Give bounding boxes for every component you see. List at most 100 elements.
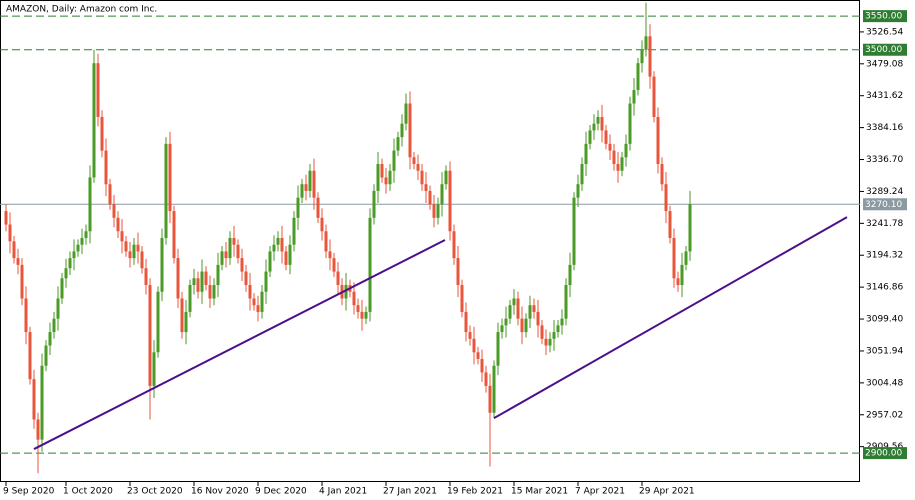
candle-body xyxy=(336,271,340,286)
y-tick-label: 3099.40 xyxy=(866,315,903,325)
y-tick-label: 3479.08 xyxy=(866,59,903,69)
candle-body xyxy=(488,385,492,413)
candle-body xyxy=(436,204,440,218)
y-tick-label: 3051.94 xyxy=(866,346,903,356)
candle-body xyxy=(48,332,52,346)
candle-body xyxy=(20,264,24,299)
x-tick-label: 19 Feb 2021 xyxy=(447,487,503,497)
candle-body xyxy=(396,137,400,151)
candle-body xyxy=(256,305,260,312)
candle-body xyxy=(188,285,192,312)
candle-body xyxy=(12,241,16,259)
candle-body xyxy=(652,76,656,117)
candle-body xyxy=(536,311,540,326)
candle-body xyxy=(680,264,684,286)
candle-body xyxy=(212,285,216,299)
candle-body xyxy=(100,116,104,151)
candle-body xyxy=(16,258,20,265)
candle-body xyxy=(328,251,332,259)
candle-body xyxy=(524,318,528,333)
candle-body xyxy=(92,63,96,178)
y-tick-label: 2957.02 xyxy=(866,410,903,420)
candle-body xyxy=(504,318,508,326)
candle-body xyxy=(588,130,592,144)
candle-body xyxy=(548,338,552,346)
candle-body xyxy=(304,184,308,191)
x-tick-label: 9 Sep 2020 xyxy=(3,487,55,497)
candle-body xyxy=(412,157,416,165)
candle-body xyxy=(676,278,680,286)
candle-body xyxy=(292,217,296,245)
candle-body xyxy=(224,251,228,259)
y-tick-label: 3004.48 xyxy=(866,378,903,388)
x-tick-label: 9 Dec 2020 xyxy=(255,487,307,497)
candle-body xyxy=(128,251,132,259)
candle-body xyxy=(424,184,428,191)
candle-body xyxy=(456,258,460,286)
candle-body xyxy=(532,305,536,312)
candle-body xyxy=(560,318,564,326)
candle-body xyxy=(604,130,608,144)
candle-body xyxy=(76,244,80,252)
candle-body xyxy=(600,116,604,131)
candle-body xyxy=(228,237,232,259)
candle-body xyxy=(152,352,156,386)
candle-body xyxy=(96,63,100,117)
candle-body xyxy=(60,278,64,299)
candle-body xyxy=(636,63,640,91)
candle-body xyxy=(196,278,200,292)
candle-body xyxy=(448,170,452,232)
candle-body xyxy=(644,36,648,50)
candle-body xyxy=(528,305,532,319)
candle-body xyxy=(572,197,576,265)
x-tick-label: 4 Jan 2021 xyxy=(319,487,367,497)
candle-body xyxy=(236,244,240,259)
candle-body xyxy=(312,170,316,198)
candle-body xyxy=(168,143,172,212)
x-tick-label: 16 Nov 2020 xyxy=(191,487,249,497)
candle-body xyxy=(552,332,556,339)
candle-body xyxy=(156,291,160,353)
candle-body xyxy=(392,150,396,171)
candle-body xyxy=(360,311,364,319)
candle-body xyxy=(660,164,664,185)
candle-body xyxy=(216,264,220,286)
candle-body xyxy=(120,231,124,242)
candle-body xyxy=(64,268,68,279)
candle-body xyxy=(484,372,488,386)
candle-body xyxy=(272,244,276,252)
candle-body xyxy=(308,170,312,191)
level-label: 3550.00 xyxy=(865,12,902,22)
candle-body xyxy=(464,311,468,333)
level-label-bg xyxy=(863,43,907,56)
candle-body xyxy=(420,170,424,185)
candle-body xyxy=(284,251,288,265)
candle-body xyxy=(684,251,688,265)
candle-body xyxy=(52,318,56,333)
candle-body xyxy=(300,184,304,198)
x-tick-label: 7 Apr 2021 xyxy=(575,487,625,497)
candle-body xyxy=(544,338,548,346)
candle-body xyxy=(432,204,436,218)
candle-body xyxy=(132,244,136,259)
candle-body xyxy=(144,268,148,286)
candle-body xyxy=(404,103,408,124)
candle-body xyxy=(492,365,496,413)
candle-body xyxy=(416,164,420,171)
y-tick-label: 3431.62 xyxy=(866,91,903,101)
y-tick-label: 3526.54 xyxy=(866,27,903,37)
candle-body xyxy=(268,251,272,272)
candle-body xyxy=(160,237,164,292)
candle-body xyxy=(324,231,328,252)
candle-body xyxy=(500,325,504,333)
level-label: 3500.00 xyxy=(865,45,902,55)
candle-body xyxy=(288,244,292,265)
candle-body xyxy=(184,311,188,333)
candle-body xyxy=(512,298,516,306)
candle-body xyxy=(400,123,404,138)
candle-body xyxy=(276,237,280,245)
candle-body xyxy=(108,184,112,205)
candle-body xyxy=(116,217,120,232)
candle-body xyxy=(240,258,244,272)
candle-body xyxy=(192,278,196,286)
